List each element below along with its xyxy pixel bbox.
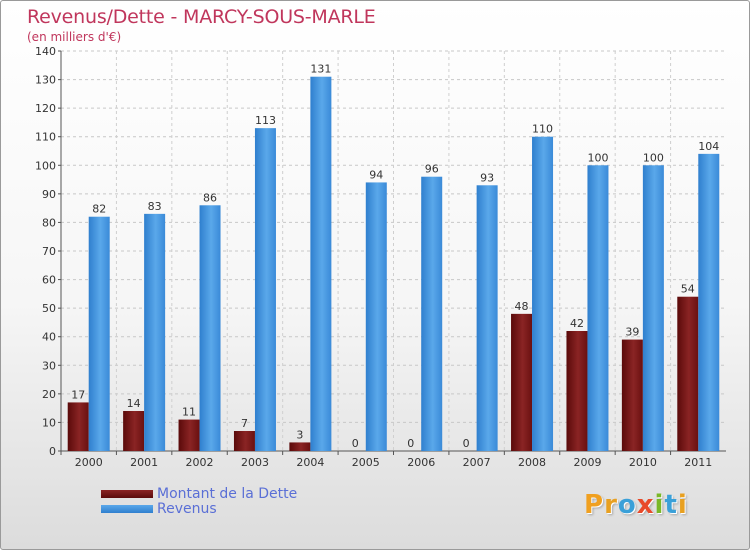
data-labels: 17 82 14 83 11 86 7 113 3 131 0 94 0 96 0 93 48 110 42 100 3…	[71, 63, 719, 450]
x-tick-label: 2003	[241, 456, 269, 469]
y-tick-label: 100	[35, 159, 56, 172]
data-label-dette: 7	[241, 417, 248, 430]
y-tick-label: 20	[42, 388, 56, 401]
x-tick-label: 2008	[518, 456, 546, 469]
data-label-dette: 14	[127, 397, 141, 410]
bars	[67, 76, 720, 452]
x-tick-label: 2001	[130, 456, 158, 469]
bar-revenus	[365, 182, 387, 451]
data-label-dette: 42	[570, 317, 584, 330]
bar-dette	[621, 339, 643, 451]
bar-revenus	[642, 165, 664, 452]
bar-revenus	[88, 216, 110, 451]
data-label-revenus: 100	[587, 151, 608, 164]
data-label-revenus: 86	[203, 191, 217, 204]
bar-revenus	[587, 165, 609, 452]
logo-letter: x	[636, 490, 655, 520]
logo-letter: t	[664, 490, 678, 520]
data-label-revenus: 113	[255, 114, 276, 127]
y-tick-label: 50	[42, 302, 56, 315]
data-label-dette: 39	[625, 326, 639, 339]
data-label-dette: 3	[296, 428, 303, 441]
y-tick-label: 140	[35, 45, 56, 58]
x-tick-label: 2009	[573, 456, 601, 469]
bar-dette	[123, 411, 145, 451]
legend-label-revenus: Revenus	[157, 501, 217, 517]
data-label-dette: 54	[681, 283, 695, 296]
data-label-dette: 0	[407, 437, 414, 450]
bar-dette	[677, 296, 699, 451]
bar-dette	[566, 331, 588, 451]
y-tick-label: 110	[35, 131, 56, 144]
bar-revenus	[144, 213, 166, 451]
logo-letter: r	[604, 490, 618, 520]
x-tick-label: 2002	[186, 456, 214, 469]
y-tick-label: 80	[42, 216, 56, 229]
chart-title: Revenus/Dette - MARCY-SOUS-MARLE	[27, 6, 376, 28]
x-tick-label: 2004	[296, 456, 324, 469]
data-label-revenus: 93	[480, 171, 494, 184]
bar-revenus	[254, 128, 276, 451]
data-label-dette: 48	[515, 300, 529, 313]
data-label-revenus: 96	[425, 163, 439, 176]
y-tick-label: 120	[35, 102, 56, 115]
bar-revenus	[310, 76, 332, 451]
y-tick-label: 60	[42, 274, 56, 287]
proxiti-logo: Proxiti	[584, 490, 688, 520]
x-tick-label: 2011	[684, 456, 712, 469]
bar-dette	[67, 402, 89, 451]
x-tick-label: 2007	[463, 456, 491, 469]
y-tick-label: 30	[42, 359, 56, 372]
data-label-revenus: 94	[369, 168, 383, 181]
x-tick-label: 2005	[352, 456, 380, 469]
y-tick-label: 40	[42, 331, 56, 344]
data-label-revenus: 83	[148, 200, 162, 213]
data-label-revenus: 100	[643, 151, 664, 164]
legend-swatch-dette	[101, 490, 153, 498]
data-label-revenus: 104	[698, 140, 719, 153]
legend-item-revenus: Revenus	[101, 501, 217, 517]
x-tick-label: 2006	[407, 456, 435, 469]
bar-dette	[289, 442, 311, 451]
y-tick-label: 70	[42, 245, 56, 258]
y-tick-label: 10	[42, 416, 56, 429]
data-label-dette: 0	[352, 437, 359, 450]
bar-revenus	[532, 136, 554, 451]
bar-revenus	[421, 176, 443, 451]
data-label-dette: 17	[71, 388, 85, 401]
y-tick-label: 90	[42, 188, 56, 201]
bar-dette	[178, 419, 200, 451]
legend-swatch-revenus	[101, 505, 153, 513]
y-tick-label: 0	[49, 445, 56, 458]
bar-dette	[233, 431, 255, 451]
legend-label-dette: Montant de la Dette	[157, 486, 298, 502]
data-label-dette: 11	[182, 406, 196, 419]
logo-letter: i	[677, 490, 688, 520]
y-tick-label: 130	[35, 74, 56, 87]
x-tick-label: 2000	[75, 456, 103, 469]
data-label-revenus: 110	[532, 123, 553, 136]
data-label-revenus: 82	[92, 203, 106, 216]
data-label-revenus: 131	[310, 63, 331, 76]
logo-letter: i	[654, 490, 665, 520]
bar-revenus	[476, 185, 498, 452]
bar-revenus	[698, 153, 720, 451]
bar-revenus	[199, 205, 221, 451]
bar-dette	[511, 313, 533, 451]
logo-letter: P	[584, 490, 605, 520]
grid-lines	[61, 50, 726, 451]
logo-letter: o	[617, 490, 637, 520]
chart-subtitle: (en milliers d'€)	[27, 30, 122, 44]
data-label-dette: 0	[463, 437, 470, 450]
legend-item-dette: Montant de la Dette	[101, 486, 298, 502]
x-tick-label: 2010	[629, 456, 657, 469]
